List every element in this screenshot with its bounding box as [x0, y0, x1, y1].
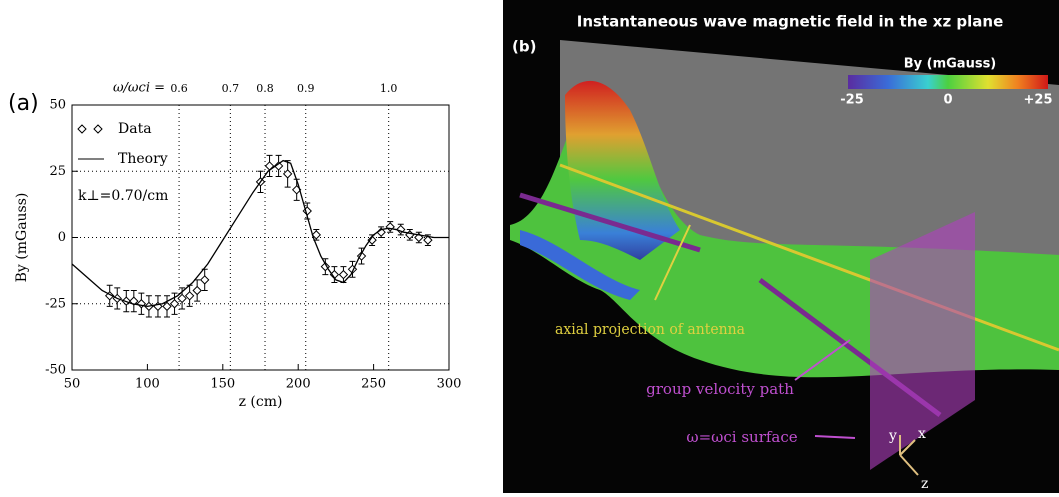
annotation-arrow — [654, 224, 691, 301]
legend-marker — [77, 124, 103, 134]
antenna — [519, 192, 701, 253]
x2-tick-label: 0.9 — [297, 82, 315, 95]
annotation-arrow — [794, 339, 851, 381]
annotation: group velocity path — [646, 380, 794, 398]
colorbar-title: By (mGauss) — [904, 57, 997, 72]
x2-axis-label: ω/ωci = — [113, 81, 165, 96]
y-tick-label: -25 — [45, 296, 66, 311]
data-point — [385, 222, 395, 232]
y-tick-label: 0 — [58, 230, 66, 245]
data-point — [136, 299, 147, 309]
annotation: k⊥=0.70/cm — [78, 188, 168, 204]
x2-tick-label: 1.0 — [380, 82, 398, 95]
data-point — [162, 301, 172, 312]
legend-label: Data — [118, 121, 152, 137]
data-point — [184, 291, 195, 301]
theory-line — [71, 159, 449, 308]
colorbar-label: 0 — [943, 93, 952, 108]
axis-letter: z — [921, 476, 928, 492]
data-point — [338, 269, 349, 280]
axis-arrow — [899, 439, 916, 456]
data-point — [367, 235, 377, 245]
resonance-surface — [870, 212, 975, 470]
legend-label: Theory — [118, 151, 168, 167]
y-tick-label: 25 — [49, 164, 66, 179]
data-point — [423, 235, 433, 245]
x2-tick-label: 0.6 — [170, 82, 188, 95]
x-tick-label: 200 — [286, 377, 311, 392]
panel-title: Instantaneous wave magnetic field in the… — [577, 13, 1004, 31]
colorbar — [848, 75, 1048, 89]
data-point — [177, 293, 187, 304]
x-axis-label: z (cm) — [239, 394, 283, 410]
x-tick-label: 250 — [361, 377, 386, 392]
colorbar-label: -25 — [840, 93, 864, 108]
x-tick-label: 300 — [437, 377, 462, 392]
data-point — [273, 161, 284, 171]
x2-tick-label: 0.8 — [256, 82, 274, 95]
x-tick-label: 50 — [64, 377, 81, 392]
y-tick-label: -50 — [45, 363, 66, 378]
colorbar-label: +25 — [1024, 93, 1053, 108]
panel-label: (b) — [512, 38, 536, 56]
antenna-projection — [559, 163, 1059, 352]
y-axis-label: By (mGauss) — [14, 193, 30, 283]
data-point — [192, 285, 202, 296]
y-tick-label: 50 — [49, 98, 66, 113]
x-tick-label: 100 — [135, 377, 160, 392]
panel-a: -50 -25 0 25 50 50 100 150 200 250 300 0.6 0.7 0.8 0.9… — [8, 81, 461, 411]
axis-arrow — [899, 454, 919, 476]
axis-letter: y — [888, 428, 897, 444]
annotation: axial projection of antenna — [555, 320, 745, 338]
x-tick-label: 150 — [210, 377, 235, 392]
wave-trough — [520, 230, 640, 300]
x2-tick-label: 0.7 — [222, 82, 240, 95]
annotation: ω=ωci surface — [686, 428, 797, 446]
axis-letter: x — [918, 426, 926, 442]
panel-b: (b) Instantaneous wave magnetic field in… — [503, 0, 1059, 493]
data-point — [199, 275, 210, 285]
data-point — [282, 169, 293, 179]
annotation-arrow — [814, 435, 856, 439]
data-point — [311, 230, 322, 240]
panel-label: (a) — [8, 91, 39, 116]
data-point — [169, 299, 180, 309]
